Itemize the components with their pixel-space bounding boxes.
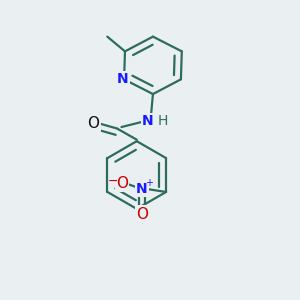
Text: O: O [136,206,148,221]
Text: N: N [136,182,147,196]
Text: N: N [117,72,128,86]
Text: H: H [158,114,168,128]
Text: O: O [88,116,100,131]
Text: −: − [107,175,118,188]
Text: +: + [145,178,153,188]
Text: O: O [116,176,128,190]
Text: N: N [142,114,154,128]
